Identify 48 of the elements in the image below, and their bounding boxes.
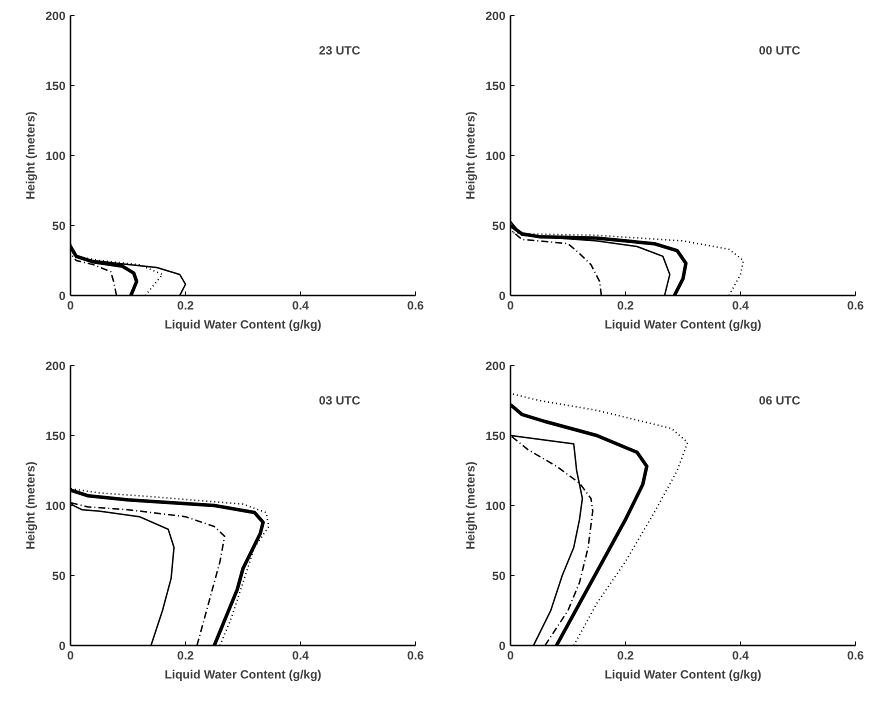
- x-tick-label: 0.4: [292, 298, 310, 312]
- y-axis-title: Height (meters): [23, 111, 38, 200]
- x-tick-label: 0.2: [177, 648, 194, 662]
- y-tick-label: 50: [52, 219, 66, 233]
- x-axis-title: Liquid Water Content (g/kg): [604, 668, 762, 682]
- annotation: 23 UTC: [318, 44, 361, 58]
- y-tick-label: 0: [58, 289, 66, 303]
- y-tick-label: 200: [45, 359, 66, 373]
- x-tick-label: 0.6: [407, 298, 424, 312]
- x-tick-label: 0.6: [407, 648, 424, 662]
- y-axis-title: Height (meters): [463, 461, 478, 550]
- x-tick-label: 0: [67, 298, 74, 312]
- y-tick-label: 150: [45, 429, 66, 443]
- y-axis-title: Height (meters): [463, 111, 478, 200]
- y-tick-label: 100: [485, 149, 506, 163]
- y-tick-label: 0: [58, 639, 66, 653]
- x-tick-label: 0.2: [177, 298, 194, 312]
- x-axis-title: Liquid Water Content (g/kg): [164, 668, 322, 682]
- y-tick-label: 0: [498, 639, 506, 653]
- x-tick-label: 0.4: [732, 298, 750, 312]
- y-tick-label: 50: [52, 569, 66, 583]
- annotation: 00 UTC: [758, 44, 801, 58]
- x-tick-label: 0.6: [847, 648, 864, 662]
- y-tick-label: 150: [485, 79, 506, 93]
- y-tick-label: 200: [45, 9, 66, 23]
- x-tick-label: 0: [507, 298, 514, 312]
- x-tick-label: 0.6: [847, 298, 864, 312]
- y-tick-label: 200: [485, 359, 506, 373]
- x-tick-label: 0.2: [617, 648, 634, 662]
- y-tick-label: 50: [492, 569, 506, 583]
- y-tick-label: 50: [492, 219, 506, 233]
- x-tick-label: 0.4: [732, 648, 750, 662]
- y-tick-label: 100: [45, 149, 66, 163]
- x-axis-title: Liquid Water Content (g/kg): [164, 318, 322, 332]
- annotation: 06 UTC: [758, 394, 801, 408]
- y-tick-label: 200: [485, 9, 506, 23]
- x-tick-label: 0: [67, 648, 74, 662]
- y-axis-title: Height (meters): [23, 461, 38, 550]
- annotation: 03 UTC: [318, 394, 361, 408]
- y-tick-label: 150: [485, 429, 506, 443]
- x-tick-label: 0.2: [617, 298, 634, 312]
- y-tick-label: 100: [45, 499, 66, 513]
- y-tick-label: 0: [498, 289, 506, 303]
- y-tick-label: 100: [485, 499, 506, 513]
- x-tick-label: 0.4: [292, 648, 310, 662]
- x-axis-title: Liquid Water Content (g/kg): [604, 318, 762, 332]
- x-tick-label: 0: [507, 648, 514, 662]
- y-tick-label: 150: [45, 79, 66, 93]
